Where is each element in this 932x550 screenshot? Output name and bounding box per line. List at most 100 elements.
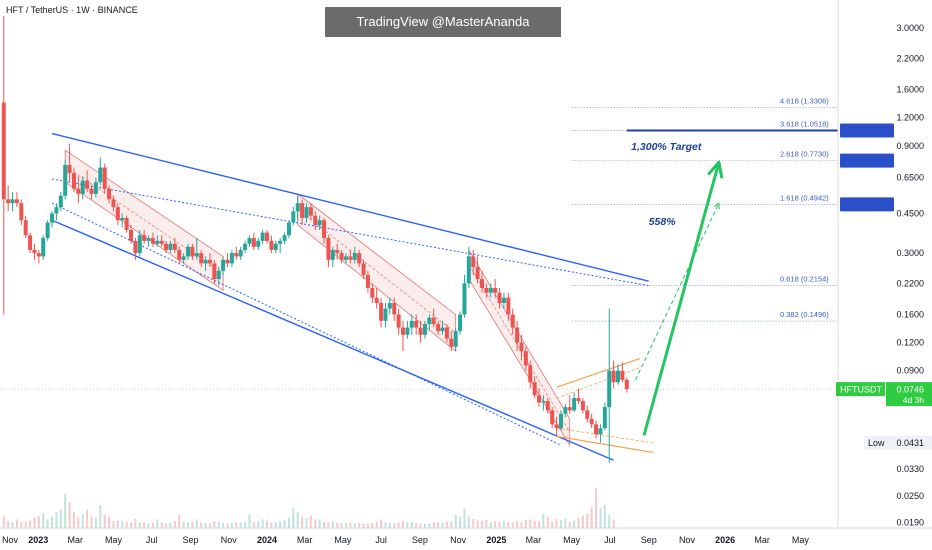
low-tag-bg bbox=[864, 435, 932, 450]
price-tick-label: 0.0900 bbox=[896, 366, 924, 376]
candle-body bbox=[567, 407, 572, 411]
volume-bar bbox=[2, 516, 5, 528]
volume-bar bbox=[222, 522, 225, 528]
volume-bar bbox=[459, 516, 462, 528]
dashed-projection-arrow bbox=[635, 202, 720, 381]
candle-body bbox=[506, 297, 511, 315]
volume-bar bbox=[494, 521, 497, 528]
candle-body bbox=[458, 314, 463, 332]
candle-body bbox=[462, 283, 467, 315]
candle-body bbox=[427, 317, 432, 325]
volume-bar bbox=[195, 519, 198, 528]
candle-body bbox=[23, 220, 28, 236]
candle-body bbox=[392, 303, 397, 315]
volume-bar bbox=[274, 522, 277, 528]
volume-bar bbox=[599, 508, 602, 528]
volume-bar bbox=[480, 521, 483, 528]
volume-bar bbox=[524, 520, 527, 528]
volume-bar bbox=[309, 515, 312, 528]
volume-bar bbox=[441, 522, 444, 528]
candle-body bbox=[93, 182, 98, 194]
time-tick-label: May bbox=[334, 535, 352, 545]
candle-body bbox=[357, 253, 362, 264]
volume-bar bbox=[252, 522, 255, 528]
consolidation-lower-dashed bbox=[556, 427, 654, 444]
time-tick-label: Nov bbox=[2, 535, 19, 545]
candle-body bbox=[142, 235, 147, 241]
volume-bar bbox=[116, 520, 119, 528]
candle-body bbox=[216, 270, 221, 280]
candle-body bbox=[563, 407, 568, 414]
candle-body bbox=[155, 240, 160, 244]
volume-bar bbox=[279, 521, 282, 528]
candle-body bbox=[541, 401, 546, 403]
volume-bar bbox=[463, 508, 466, 528]
time-tick-label: Sep bbox=[641, 535, 657, 545]
candle-body bbox=[54, 207, 59, 214]
volume-bar bbox=[187, 522, 190, 528]
volume-bar bbox=[384, 522, 387, 528]
wedge-upper-dotted bbox=[51, 178, 649, 287]
candle-body bbox=[41, 238, 46, 257]
candle-body bbox=[339, 253, 344, 260]
volume-bar bbox=[208, 523, 211, 528]
candle-body bbox=[528, 365, 533, 383]
volume-bar bbox=[230, 522, 233, 528]
volume-bar bbox=[178, 514, 181, 528]
volume-bar bbox=[138, 522, 141, 528]
fib-level-label: 2.618 (0.7730) bbox=[780, 150, 829, 159]
volume-bar bbox=[564, 518, 567, 528]
price-tag-label: 1.0518 bbox=[896, 126, 924, 136]
candle-body bbox=[313, 215, 318, 225]
candle-body bbox=[286, 222, 291, 236]
candle-body bbox=[409, 320, 414, 328]
wedge-lower-line bbox=[51, 219, 614, 461]
symbol-title[interactable]: HFT / TetherUS · 1W · BINANCE bbox=[6, 5, 138, 15]
descending-channel-mid bbox=[64, 165, 224, 274]
volume-bar bbox=[327, 522, 330, 528]
candle-body bbox=[28, 235, 33, 250]
volume-bar bbox=[147, 523, 150, 528]
volume-bar bbox=[533, 521, 536, 528]
price-tick-label: 1.2000 bbox=[896, 113, 924, 123]
candle-body bbox=[181, 256, 186, 260]
volume-bar bbox=[68, 502, 71, 528]
candle-body bbox=[111, 199, 116, 208]
candle-body bbox=[304, 207, 309, 218]
volume-bar bbox=[261, 519, 264, 528]
volume-bar bbox=[546, 516, 549, 528]
candle-body bbox=[436, 324, 441, 332]
candle-body bbox=[396, 314, 401, 328]
volume-bar bbox=[94, 517, 97, 528]
candle-body bbox=[58, 195, 63, 208]
candle-body bbox=[545, 401, 550, 411]
volume-bar bbox=[125, 521, 128, 528]
time-tick-label: Nov bbox=[221, 535, 238, 545]
volume-bar bbox=[305, 518, 308, 528]
candle-body bbox=[251, 238, 256, 247]
price-tag-label: 0.7730 bbox=[896, 156, 924, 166]
target-arrow-shaft bbox=[642, 160, 721, 436]
candle-body bbox=[374, 297, 379, 304]
candle-body bbox=[598, 428, 603, 435]
volume-bar bbox=[559, 520, 562, 528]
price-tick-label: 0.1600 bbox=[896, 310, 924, 320]
volume-bar bbox=[344, 522, 347, 528]
candle-body bbox=[6, 199, 11, 204]
candle-body bbox=[260, 232, 265, 241]
candle-body bbox=[611, 370, 616, 383]
candle-body bbox=[616, 370, 621, 383]
target-arrow-head bbox=[707, 160, 724, 179]
volume-bar bbox=[318, 519, 321, 528]
candle-body bbox=[247, 238, 252, 244]
volume-bar bbox=[191, 521, 194, 528]
price-tag-bg bbox=[840, 153, 894, 168]
volume-bar bbox=[270, 522, 273, 528]
candle-body bbox=[278, 240, 283, 244]
wedge-upper-line bbox=[51, 132, 649, 282]
volume-bar bbox=[380, 519, 383, 528]
candle-body bbox=[295, 203, 300, 212]
time-tick-label: Jul bbox=[604, 535, 616, 545]
volume-bar bbox=[90, 516, 93, 528]
